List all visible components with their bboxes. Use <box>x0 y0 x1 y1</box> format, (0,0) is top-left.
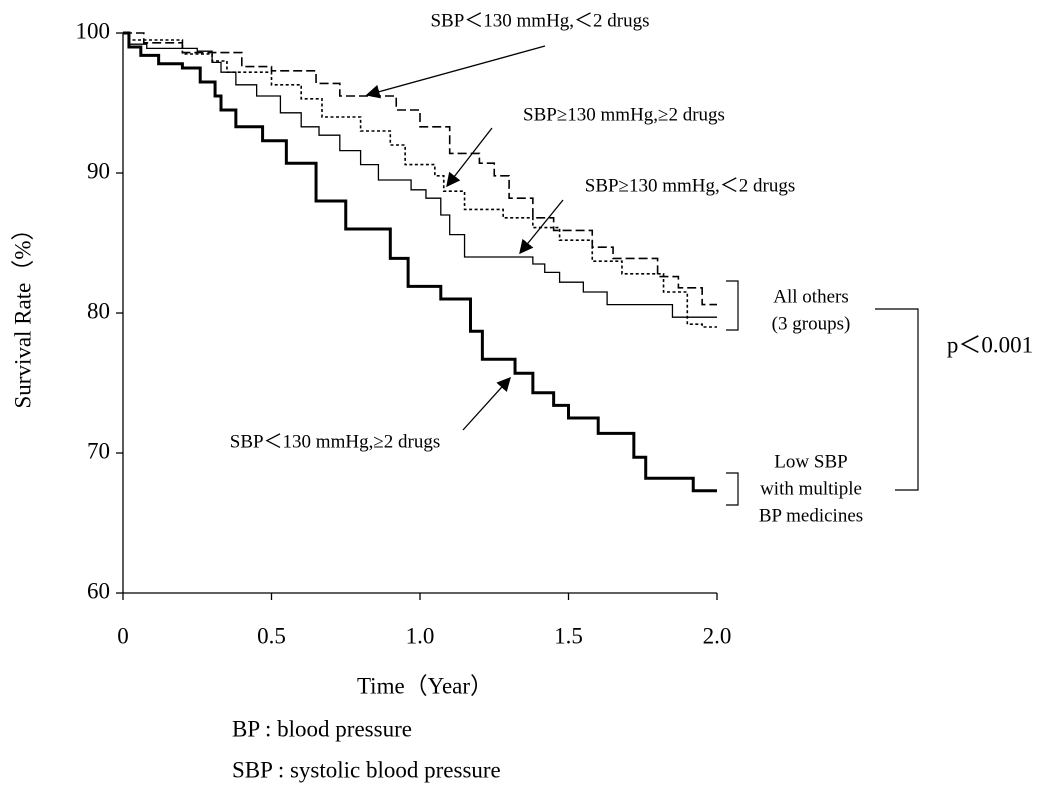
x-tick-label: 0 <box>117 623 129 648</box>
bracket <box>726 280 739 331</box>
group-label: (3 groups) <box>772 313 851 334</box>
y-tick-label: 100 <box>76 18 111 43</box>
series-label: SBP≥130 mmHg,＜2 drugs <box>585 175 796 196</box>
survival-curve <box>123 31 717 493</box>
arrow <box>462 376 511 431</box>
p-value: p＜0.001 <box>947 332 1033 357</box>
group-label: with multiple <box>760 478 862 499</box>
survival-curve <box>123 32 717 318</box>
series-label: SBP≥130 mmHg,≥2 drugs <box>523 104 725 125</box>
survival-curve <box>123 32 717 328</box>
y-tick-label: 80 <box>87 298 110 323</box>
footnote: SBP : systolic blood pressure <box>232 757 501 782</box>
y-tick-label: 90 <box>87 158 110 183</box>
arrow <box>446 127 493 188</box>
x-axis-label: Time（Year） <box>357 673 493 698</box>
series-label: SBP＜130 mmHg,≥2 drugs <box>230 431 441 452</box>
series-label: SBP＜130 mmHg,＜2 drugs <box>430 10 649 31</box>
y-axis-label: Survival Rate（%） <box>10 218 35 409</box>
arrow <box>519 199 564 255</box>
bracket <box>726 472 739 506</box>
x-tick-label: 0.5 <box>257 623 286 648</box>
y-tick-label: 70 <box>87 438 110 463</box>
survival-curve <box>123 32 717 306</box>
x-tick-label: 1.5 <box>554 623 583 648</box>
group-label: Low SBP <box>774 451 847 472</box>
group-label: All others <box>773 286 848 307</box>
group-label: BP medicines <box>759 505 863 526</box>
y-tick-label: 60 <box>87 578 110 603</box>
x-tick-label: 1.0 <box>406 623 435 648</box>
x-tick-label: 2.0 <box>703 623 732 648</box>
footnote: BP : blood pressure <box>232 716 412 741</box>
arrow <box>365 45 546 99</box>
bracket <box>875 308 919 491</box>
brackets <box>726 280 919 506</box>
